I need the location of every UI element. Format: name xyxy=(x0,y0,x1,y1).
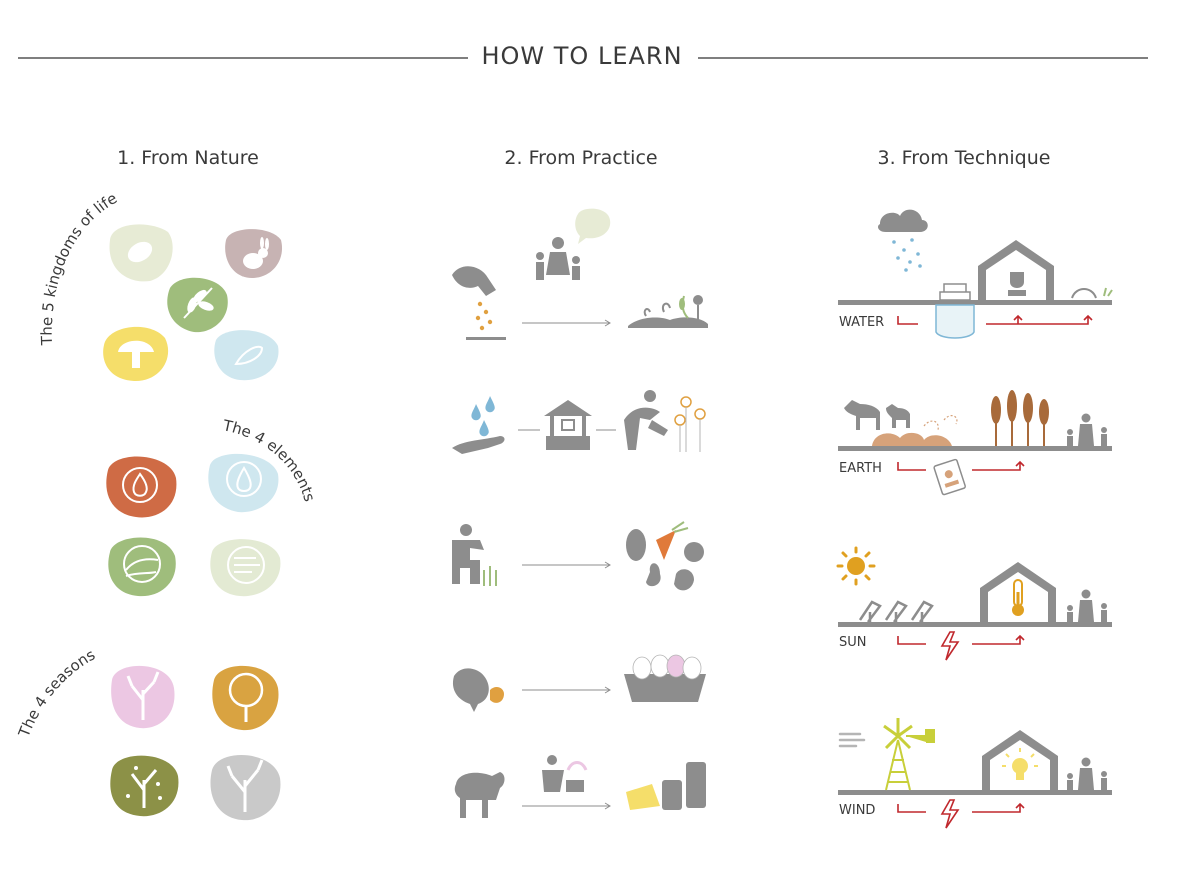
flow-arrow-earth xyxy=(897,460,1025,471)
column-heading-practice: 2. From Practice xyxy=(504,147,657,169)
kingdoms-group xyxy=(103,224,283,382)
falling-leaves xyxy=(126,766,162,800)
hen-chick-icon xyxy=(452,668,504,712)
row-label-earth: EARTH xyxy=(839,461,882,476)
sprouts-icon xyxy=(628,295,708,328)
compost-icon xyxy=(872,432,952,446)
lightbulb-icon xyxy=(1002,748,1038,780)
air-ring xyxy=(227,546,265,584)
wind-house xyxy=(982,730,1058,790)
flow-arrow-water xyxy=(897,314,1093,325)
wind-row: WIND xyxy=(838,718,1112,829)
row-label-water: WATER xyxy=(839,315,884,330)
sheep-icon xyxy=(454,772,505,818)
sowing-hand-icon xyxy=(452,266,496,296)
cell-shape xyxy=(127,241,153,263)
hills-glyph xyxy=(125,558,159,577)
earth-row: EARTH xyxy=(838,390,1112,496)
gardener-watering-icon xyxy=(624,390,706,452)
horse-icon xyxy=(844,400,880,430)
family-speech-icon xyxy=(536,208,611,280)
grass-icon xyxy=(1103,287,1113,297)
compost-steam xyxy=(923,415,958,431)
vegetables-icon xyxy=(626,521,704,591)
sun-row: SUN xyxy=(836,546,1112,661)
family-icon-earth xyxy=(1067,413,1107,446)
arrow-head xyxy=(604,802,611,810)
hand-water-icon xyxy=(452,396,505,454)
flow-arrow-sun xyxy=(897,634,1025,645)
technique-group: WATER EARTH xyxy=(836,209,1113,829)
solar-panels-icon xyxy=(858,600,934,623)
earth-ground xyxy=(838,446,1112,451)
foal-icon xyxy=(886,404,910,428)
air-icon xyxy=(210,539,281,597)
mushroom-glyph xyxy=(118,340,154,368)
water-drop-icon xyxy=(208,453,279,513)
milking-icon xyxy=(542,755,588,792)
harvester-icon xyxy=(452,524,497,586)
seasons-label: The 4 seasons xyxy=(15,645,99,740)
seasons-group xyxy=(110,665,281,821)
fertilizer-bag-icon xyxy=(933,458,966,496)
elements-group xyxy=(106,453,281,597)
fire-icon xyxy=(106,456,177,518)
wind-ground xyxy=(838,790,1112,795)
wheat-icon xyxy=(991,390,1049,446)
row-label-wind: WIND xyxy=(839,803,875,818)
earth-icon xyxy=(108,537,176,597)
tank-lid xyxy=(939,283,971,301)
lightning-icon-wind xyxy=(940,799,960,829)
column-heading-nature: 1. From Nature xyxy=(117,147,259,169)
wind-gust-icon xyxy=(838,732,866,748)
sun-ground xyxy=(838,622,1112,627)
lightning-icon-sun xyxy=(940,631,960,661)
water-ground xyxy=(838,300,1112,305)
earth-ring xyxy=(123,545,161,583)
arrow-head xyxy=(604,686,611,694)
family-icon-sun xyxy=(1067,589,1107,622)
practice-group xyxy=(452,208,708,818)
water-ring xyxy=(226,461,262,497)
autumn-branches xyxy=(130,769,158,808)
spring-branches xyxy=(126,671,160,720)
sun-house xyxy=(980,562,1056,622)
arrow-head xyxy=(604,561,611,569)
leaf-glyph xyxy=(183,287,214,319)
flow-arrow-wind xyxy=(897,802,1025,813)
wind-glyph xyxy=(234,557,260,573)
sprinkler-icon xyxy=(1071,288,1097,299)
family-icon-wind xyxy=(1067,757,1107,790)
page-title: HOW TO LEARN xyxy=(481,42,682,70)
water-row: WATER xyxy=(838,209,1113,339)
row-label-sun: SUN xyxy=(839,635,867,650)
cloud-icon xyxy=(878,209,928,232)
toilet-icon xyxy=(1008,272,1026,296)
cheese-milk-icon xyxy=(626,762,706,810)
windmill-icon xyxy=(883,718,935,791)
arrow-head xyxy=(604,319,611,327)
rain-tank-icon xyxy=(935,304,975,339)
fire-ring xyxy=(122,467,158,503)
winter-branches xyxy=(226,759,264,812)
seeds-icon xyxy=(475,301,493,331)
egg-carton-icon xyxy=(624,654,706,702)
protist-glyph xyxy=(234,345,264,366)
column-heading-technique: 3. From Technique xyxy=(878,147,1051,169)
flame-glyph xyxy=(132,472,148,497)
kingdoms-label: The 5 kingdoms of life xyxy=(38,189,120,346)
summer-tree-icon xyxy=(212,665,279,731)
seed-soil xyxy=(466,337,506,340)
rain-drops xyxy=(892,238,922,272)
protist-icon xyxy=(214,330,279,381)
thermometer-icon xyxy=(1012,579,1024,616)
drop-glyph xyxy=(236,466,252,492)
well-icon xyxy=(544,400,592,454)
water-house xyxy=(978,240,1054,300)
sun-icon xyxy=(836,546,876,586)
rabbit-glyph xyxy=(243,237,269,269)
